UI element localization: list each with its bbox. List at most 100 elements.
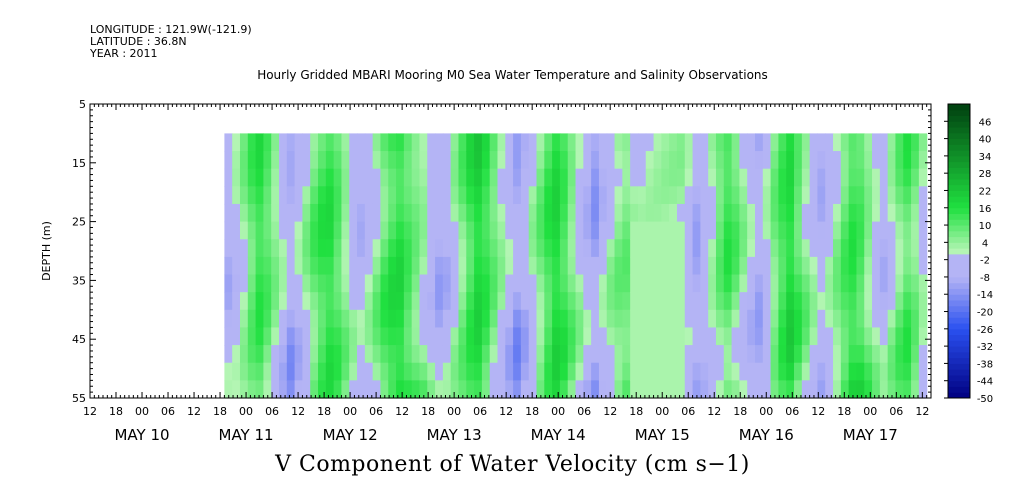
heatmap-cell: [684, 168, 694, 187]
heatmap-cell: [552, 133, 561, 152]
heatmap-cell: [895, 256, 904, 276]
heatmap-cell: [598, 274, 608, 293]
heatmap-cell: [676, 292, 686, 311]
heatmap-cell: [255, 168, 264, 187]
heatmap-cell: [817, 256, 826, 276]
colorbar-segment: [948, 155, 970, 163]
heatmap-cell: [903, 380, 912, 399]
heatmap-cell: [887, 274, 897, 293]
heatmap-cell: [513, 274, 522, 293]
heatmap-cell: [450, 133, 460, 152]
heatmap-cell: [528, 309, 538, 329]
colorbar-segment: [948, 219, 970, 226]
heatmap-cell: [770, 168, 779, 187]
heatmap-cell: [622, 186, 631, 205]
heatmap-cell: [630, 380, 639, 399]
heatmap-cell: [435, 274, 444, 293]
heatmap-cell: [661, 168, 670, 187]
heatmap-cell: [247, 309, 257, 329]
heatmap-cell: [294, 239, 304, 258]
heatmap-cell: [310, 380, 319, 399]
heatmap-cell: [715, 327, 725, 346]
heatmap-cell: [848, 186, 858, 205]
heatmap-cell: [435, 168, 444, 187]
heatmap-cell: [341, 292, 350, 311]
heatmap-cell: [544, 239, 553, 258]
heatmap-cell: [645, 221, 655, 240]
heatmap-cell: [637, 203, 647, 223]
colorbar-segment: [948, 236, 970, 243]
heatmap-cell: [341, 362, 350, 381]
heatmap-cell: [458, 256, 467, 276]
heatmap-cell: [224, 292, 233, 311]
heatmap-cell: [474, 151, 483, 170]
heatmap-cell: [879, 380, 889, 399]
heatmap-cell: [692, 292, 701, 311]
heatmap-cell: [801, 380, 811, 399]
heatmap-cell: [318, 274, 327, 293]
heatmap-cell: [879, 309, 889, 329]
colorbar-segment: [948, 328, 970, 336]
heatmap-cell: [442, 380, 452, 399]
heatmap-cell: [271, 345, 280, 364]
heatmap-cell: [333, 292, 343, 311]
heatmap-cell: [786, 362, 795, 381]
heatmap-cell: [435, 327, 444, 346]
heatmap-cell: [255, 327, 264, 346]
heatmap-cell: [419, 203, 428, 223]
heatmap-cell: [419, 380, 428, 399]
heatmap-cell: [856, 292, 865, 311]
heatmap-cell: [887, 203, 897, 223]
heatmap-cell: [794, 292, 803, 311]
heatmap-cell: [856, 221, 865, 240]
heatmap-cell: [583, 362, 592, 381]
heatmap-cell: [403, 327, 413, 346]
heatmap-cell: [458, 186, 467, 205]
heatmap-cell: [692, 133, 701, 152]
heatmap-cell: [458, 345, 467, 364]
heatmap-cell: [864, 151, 873, 170]
heatmap-cell: [372, 345, 382, 364]
heatmap-cell: [396, 203, 405, 223]
heatmap-cell: [715, 186, 725, 205]
heatmap-cell: [325, 133, 335, 152]
chart-title: Hourly Gridded MBARI Mooring M0 Sea Wate…: [257, 68, 768, 82]
heatmap-cell: [591, 292, 600, 311]
x-hour-tick-label: 06: [681, 405, 695, 418]
heatmap-cell: [247, 239, 257, 258]
heatmap-cell: [411, 133, 421, 152]
heatmap-cell: [708, 221, 717, 240]
heatmap-cell: [645, 151, 655, 170]
heatmap-cell: [676, 309, 686, 329]
heatmap-cell: [489, 362, 499, 381]
heatmap-cell: [918, 380, 928, 399]
heatmap-cell: [825, 380, 834, 399]
heatmap-cell: [520, 256, 530, 276]
x-hour-tick-label: 18: [421, 405, 435, 418]
heatmap-cell: [622, 292, 631, 311]
heatmap-cell: [755, 345, 764, 364]
heatmap-cell: [442, 239, 452, 258]
heatmap-cell: [864, 274, 873, 293]
heatmap-cell: [310, 309, 319, 329]
heatmap-cell: [614, 345, 623, 364]
heatmap-cell: [310, 133, 319, 152]
heatmap-cell: [794, 256, 803, 276]
heatmap-cell: [630, 203, 639, 223]
colorbar-level-label: 16: [979, 204, 992, 215]
heatmap-cell: [255, 362, 264, 381]
heatmap-cell: [770, 186, 779, 205]
heatmap-cell: [817, 168, 826, 187]
heatmap-cell: [918, 345, 928, 364]
heatmap-cell: [833, 186, 842, 205]
heatmap-cell: [481, 327, 491, 346]
heatmap-cell: [887, 309, 897, 329]
heatmap-cell: [279, 327, 288, 346]
heatmap-cell: [357, 292, 366, 311]
heatmap-cell: [715, 133, 725, 152]
heatmap-cell: [637, 256, 647, 276]
heatmap-cell: [872, 274, 881, 293]
heatmap-cell: [544, 221, 553, 240]
heatmap-cell: [903, 292, 912, 311]
heatmap-cell: [918, 168, 928, 187]
